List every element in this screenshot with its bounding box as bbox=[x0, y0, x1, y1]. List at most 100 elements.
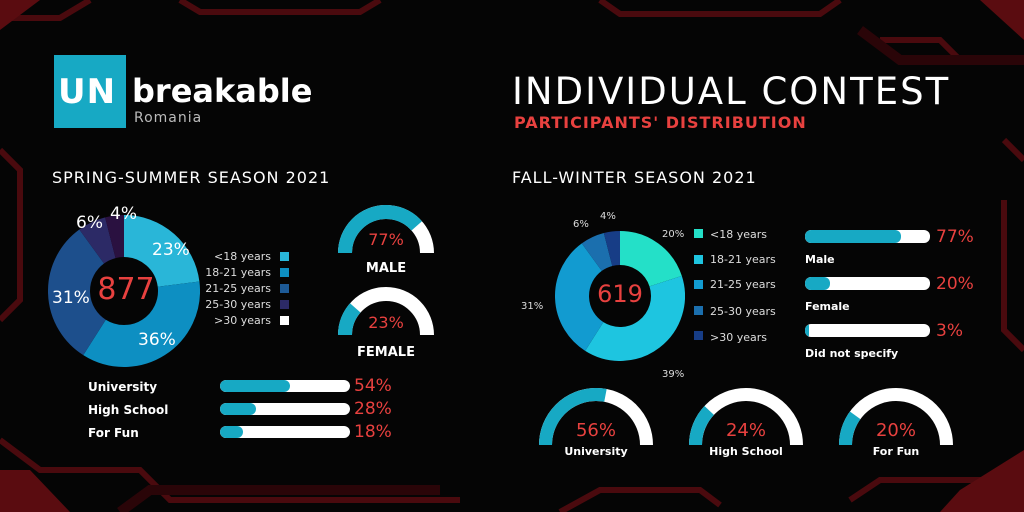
page-subtitle: PARTICIPANTS' DISTRIBUTION bbox=[514, 113, 807, 132]
donut-slice-4 bbox=[603, 231, 621, 267]
donut-label-lt18: 20% bbox=[662, 229, 685, 240]
logo-romania: Romania bbox=[134, 110, 203, 126]
gender-label: Did not specify bbox=[805, 347, 899, 360]
bar-fill bbox=[805, 324, 809, 337]
legend-swatch-2 bbox=[280, 284, 289, 293]
gauge-male-value: 77% bbox=[368, 230, 404, 249]
donut-slice-2 bbox=[48, 229, 107, 356]
logo-un: UN bbox=[58, 72, 117, 112]
legend-swatch-1 bbox=[694, 254, 703, 264]
donut-label-18-21: 39% bbox=[662, 369, 685, 380]
occupation-label: University bbox=[88, 380, 158, 394]
bar-value: 20% bbox=[936, 274, 974, 294]
gauge-high-school bbox=[689, 388, 803, 446]
legend-swatches-fall bbox=[694, 229, 704, 340]
donut-chart-fall bbox=[555, 231, 685, 361]
gauge-fill bbox=[539, 388, 607, 446]
gauge-for-fun-value: 20% bbox=[875, 420, 916, 441]
gauge-high-school-value: 24% bbox=[725, 420, 766, 441]
bar-fill bbox=[220, 403, 257, 415]
donut-label-25-30: 6% bbox=[76, 213, 103, 233]
legend-label: <18 years bbox=[710, 228, 767, 241]
logo-breakable: breakable bbox=[132, 72, 313, 110]
legend-label: 18-21 years bbox=[205, 266, 271, 279]
donut-slice-3 bbox=[581, 233, 614, 272]
gauge-fill bbox=[839, 411, 861, 446]
legend-swatch-2 bbox=[694, 280, 703, 289]
bar-track bbox=[805, 277, 930, 290]
bar-value: 28% bbox=[354, 399, 392, 419]
legend-swatch-3 bbox=[694, 305, 703, 315]
gauge-fill bbox=[338, 303, 361, 336]
donut-label-18-21: 36% bbox=[138, 330, 176, 350]
gauge-fill bbox=[689, 405, 715, 446]
legend-label: >30 years bbox=[214, 314, 271, 327]
gauge-fill bbox=[338, 205, 422, 254]
gauge-female-label: FEMALE bbox=[357, 345, 415, 360]
gauge-university bbox=[539, 388, 653, 446]
bar-value: 54% bbox=[354, 376, 392, 396]
donut-chart-spring bbox=[48, 215, 200, 367]
donut-slice-1 bbox=[83, 281, 200, 367]
occupation-label: High School bbox=[88, 403, 169, 417]
legend-label: 25-30 years bbox=[710, 305, 776, 318]
donut-center-fall: 619 bbox=[597, 280, 643, 308]
gauge-male-label: MALE bbox=[365, 261, 407, 276]
legend-swatch-4 bbox=[694, 331, 703, 340]
donut-slice-4 bbox=[105, 215, 125, 259]
bar-track bbox=[220, 403, 350, 415]
legend-swatch-0 bbox=[694, 229, 703, 238]
donut-slice-1 bbox=[585, 275, 685, 361]
donut-slice-3 bbox=[79, 217, 117, 265]
page-title: INDIVIDUAL CONTEST bbox=[512, 70, 951, 113]
legend-label: 25-30 years bbox=[205, 298, 271, 311]
legend-label: >30 years bbox=[710, 331, 767, 344]
gauge-male bbox=[338, 205, 434, 254]
gender-label: Male bbox=[805, 253, 835, 266]
donut-label-21-25: 31% bbox=[521, 301, 544, 312]
bar-fill bbox=[805, 277, 830, 290]
gauge-for-fun-label: For Fun bbox=[872, 445, 920, 458]
donut-label-25-30: 6% bbox=[573, 219, 589, 230]
gauge-university-label: University bbox=[564, 445, 628, 458]
donut-label-gt30: 4% bbox=[600, 211, 616, 222]
bar-fill bbox=[220, 380, 291, 392]
bar-fill bbox=[220, 426, 244, 438]
gender-label: Female bbox=[805, 300, 850, 313]
legend-swatch-4 bbox=[280, 316, 289, 325]
donut-slice-2 bbox=[555, 243, 605, 351]
bar-value: 3% bbox=[936, 321, 963, 341]
donut-center-spring: 877 bbox=[97, 272, 155, 307]
legend-label: <18 years bbox=[214, 250, 271, 263]
bar-track bbox=[805, 324, 930, 337]
donut-label-lt18: 23% bbox=[152, 240, 190, 260]
donut-slice-0 bbox=[122, 215, 200, 288]
bar-track bbox=[220, 426, 350, 438]
legend-swatch-0 bbox=[280, 252, 289, 261]
legend-swatch-1 bbox=[280, 268, 289, 277]
gauge-female-value: 23% bbox=[368, 313, 404, 332]
gauge-high-school-label: High School bbox=[709, 445, 783, 458]
legend-label: 18-21 years bbox=[710, 253, 776, 266]
legend-swatches-spring bbox=[280, 252, 290, 332]
bar-track bbox=[805, 230, 930, 243]
bar-value: 18% bbox=[354, 422, 392, 442]
bar-value: 77% bbox=[936, 227, 974, 247]
legend-swatch-3 bbox=[280, 300, 289, 309]
occupation-label: For Fun bbox=[88, 426, 139, 440]
gauge-university-value: 56% bbox=[575, 420, 616, 441]
logo-box bbox=[54, 55, 126, 128]
donut-slice-0 bbox=[619, 231, 682, 288]
donut-label-21-25: 31% bbox=[52, 288, 90, 308]
gauge-female bbox=[338, 287, 434, 336]
legend-label: 21-25 years bbox=[205, 282, 271, 295]
legend-label: 21-25 years bbox=[710, 278, 776, 291]
gauge-for-fun bbox=[839, 388, 953, 446]
season-title-spring: SPRING-SUMMER SEASON 2021 bbox=[52, 168, 331, 187]
bar-track bbox=[220, 380, 350, 392]
donut-label-gt30: 4% bbox=[110, 204, 137, 224]
bar-fill bbox=[805, 230, 902, 243]
season-title-fall: FALL-WINTER SEASON 2021 bbox=[512, 168, 757, 187]
